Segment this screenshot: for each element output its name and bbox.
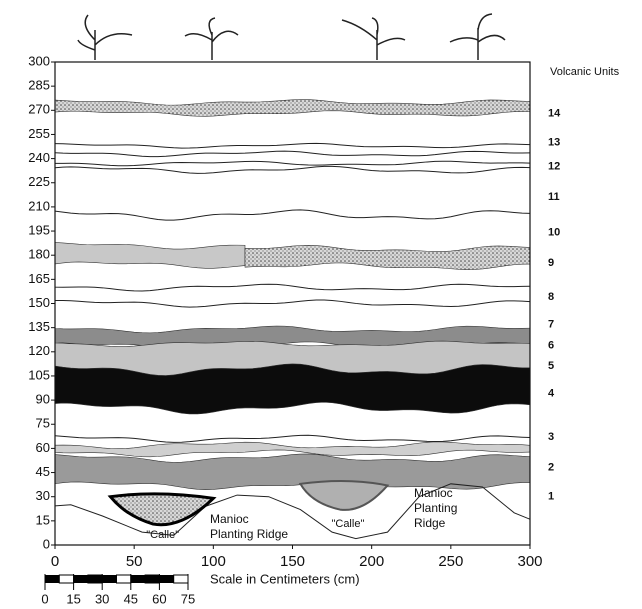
layers (55, 99, 530, 540)
unit-label: 11 (548, 191, 560, 203)
layer-line (55, 434, 530, 443)
unit-label: 7 (548, 318, 554, 330)
layer-line (55, 165, 530, 174)
y-tick-label: 165 (28, 271, 50, 286)
y-tick-label: 150 (28, 295, 50, 310)
ridge-label: Manioc (210, 512, 249, 526)
scale-tick-label: 0 (41, 591, 48, 606)
layer-band (244, 244, 530, 270)
unit-label: 10 (548, 227, 560, 239)
y-tick-label: 15 (36, 512, 50, 527)
calle-label: "Calle" (331, 518, 364, 530)
y-tick-label: 270 (28, 102, 50, 117)
y-tick-label: 0 (43, 536, 50, 551)
y-tick-label: 225 (28, 174, 50, 189)
unit-label: 9 (548, 257, 554, 269)
y-tick-label: 135 (28, 319, 50, 334)
legend-title: Volcanic Units (550, 66, 620, 78)
layer-line (55, 160, 530, 167)
scale-tick-label: 45 (124, 591, 138, 606)
x-tick-label: 250 (438, 553, 463, 570)
unit-label: 13 (548, 136, 560, 148)
scale-segment (45, 575, 60, 583)
calle-left (107, 492, 217, 527)
y-tick-label: 30 (36, 488, 50, 503)
scale-segment (102, 575, 117, 583)
ridge-label: Planting (414, 501, 457, 515)
scale-segment (173, 574, 189, 584)
layer-line (55, 209, 530, 221)
scale-tick-label: 30 (95, 591, 109, 606)
scale-segment (87, 574, 103, 584)
layer-line (55, 150, 530, 158)
unit-label: 12 (548, 161, 560, 173)
unit-label: 5 (548, 360, 554, 372)
y-tick-label: 255 (28, 126, 50, 141)
unit-label: 8 (548, 291, 554, 303)
scale-segment (130, 575, 146, 583)
x-tick-label: 100 (201, 553, 226, 570)
scale-segment (58, 574, 75, 584)
y-tick-label: 285 (28, 78, 50, 93)
y-tick-label: 45 (36, 464, 50, 479)
layer-line (55, 283, 530, 292)
x-tick-label: 150 (280, 553, 305, 570)
scale-segment (116, 574, 132, 584)
unit-label: 6 (548, 339, 554, 351)
ridge-label: Manioc (414, 486, 453, 500)
y-tick-label: 90 (36, 392, 50, 407)
layer-line (55, 142, 530, 149)
x-tick-label: 200 (359, 553, 384, 570)
y-tick-label: 60 (36, 440, 50, 455)
x-tick-label: 300 (517, 553, 542, 570)
scale-label: Scale in Centimeters (cm) (210, 571, 360, 586)
unit-label: 3 (548, 431, 554, 443)
scale-segment (159, 575, 174, 583)
scale-tick-label: 15 (66, 591, 80, 606)
layer-band (55, 99, 530, 117)
layer-band (55, 441, 530, 458)
ridge-profile (55, 483, 530, 540)
unit-label: 2 (548, 462, 554, 474)
y-tick-label: 240 (28, 150, 50, 165)
y-tick-label: 180 (28, 247, 50, 262)
y-tick-label: 210 (28, 198, 50, 213)
y-tick-label: 120 (28, 343, 50, 358)
calle-label: "Calle" (146, 529, 179, 541)
y-tick-label: 195 (28, 222, 50, 237)
y-tick-label: 105 (28, 367, 50, 382)
unit-label: 14 (548, 107, 561, 119)
unit-label: 1 (548, 491, 554, 503)
layer-band (55, 363, 530, 415)
y-tick-label: 75 (36, 416, 50, 431)
ridge-label: Ridge (414, 516, 446, 530)
scale-segment (144, 574, 160, 584)
x-tick-label: 50 (126, 553, 143, 570)
unit-label: 4 (548, 388, 555, 400)
x-tick-label: 0 (51, 553, 59, 570)
layer-band (55, 242, 246, 269)
scale-tick-label: 75 (181, 591, 195, 606)
ridge-label: Planting Ridge (210, 527, 288, 541)
scale-tick-label: 60 (152, 591, 166, 606)
layer-line (55, 299, 530, 308)
layer-band (55, 453, 530, 490)
calle-right (298, 479, 390, 511)
y-tick-label: 300 (28, 53, 50, 68)
plants (77, 13, 506, 60)
scale-segment (73, 575, 88, 583)
